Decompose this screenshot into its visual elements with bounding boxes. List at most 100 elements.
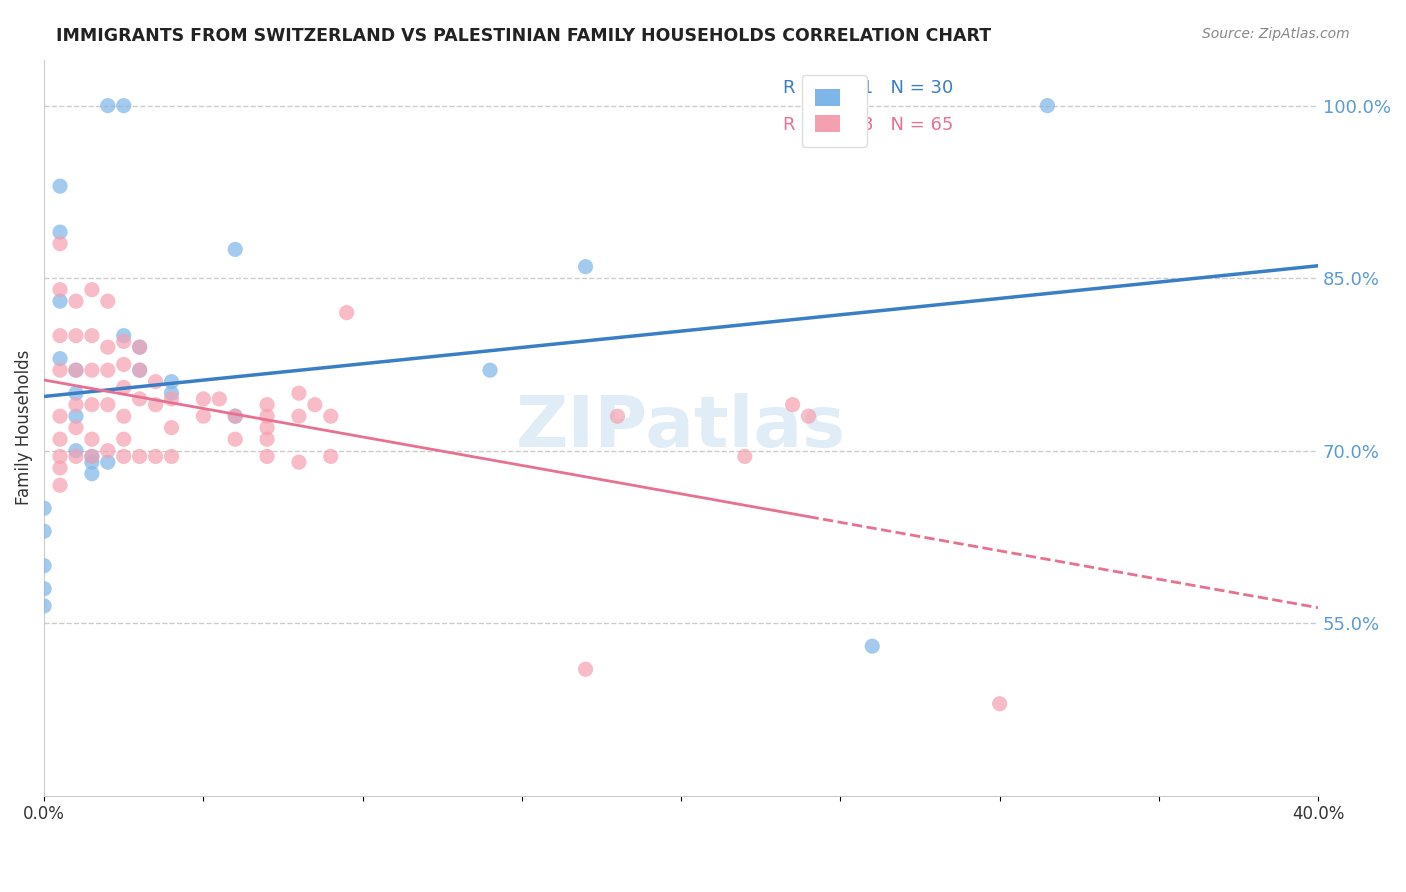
Point	[49, 363, 72, 377]
Point	[797, 409, 820, 424]
Point	[479, 363, 502, 377]
Point	[319, 409, 342, 424]
Point	[288, 409, 311, 424]
Point	[80, 455, 103, 469]
Point	[32, 558, 55, 573]
Point	[49, 283, 72, 297]
Text: Source: ZipAtlas.com: Source: ZipAtlas.com	[1202, 27, 1350, 41]
Point	[97, 294, 120, 309]
Point	[256, 450, 278, 464]
Point	[145, 375, 167, 389]
Point	[145, 450, 167, 464]
Point	[256, 409, 278, 424]
Point	[574, 662, 596, 676]
Point	[304, 398, 326, 412]
Point	[32, 501, 55, 516]
Point	[193, 392, 215, 406]
Point	[65, 363, 87, 377]
Point	[32, 599, 55, 613]
Text: IMMIGRANTS FROM SWITZERLAND VS PALESTINIAN FAMILY HOUSEHOLDS CORRELATION CHART: IMMIGRANTS FROM SWITZERLAND VS PALESTINI…	[56, 27, 991, 45]
Point	[336, 306, 359, 320]
Point	[145, 398, 167, 412]
Point	[49, 409, 72, 424]
Point	[49, 328, 72, 343]
Point	[782, 398, 804, 412]
Point	[49, 432, 72, 446]
Point	[49, 179, 72, 194]
Point	[224, 243, 246, 257]
Point	[80, 450, 103, 464]
Point	[160, 450, 183, 464]
Point	[65, 450, 87, 464]
Point	[128, 340, 150, 354]
Point	[97, 455, 120, 469]
Point	[256, 420, 278, 434]
Text: R = 0.361   N = 30: R = 0.361 N = 30	[783, 78, 953, 96]
Point	[80, 363, 103, 377]
Point	[1036, 98, 1059, 112]
Point	[112, 409, 135, 424]
Point	[80, 283, 103, 297]
Point	[224, 409, 246, 424]
Point	[49, 225, 72, 239]
Point	[128, 340, 150, 354]
Point	[32, 524, 55, 539]
Point	[65, 294, 87, 309]
Point	[224, 409, 246, 424]
Point	[49, 236, 72, 251]
Point	[97, 363, 120, 377]
Point	[224, 432, 246, 446]
Point	[65, 328, 87, 343]
Point	[112, 450, 135, 464]
Point	[160, 420, 183, 434]
Point	[49, 461, 72, 475]
Point	[80, 467, 103, 481]
Point	[65, 420, 87, 434]
Point	[80, 328, 103, 343]
Point	[97, 398, 120, 412]
Point	[128, 392, 150, 406]
Point	[988, 697, 1011, 711]
Point	[160, 386, 183, 401]
Point	[112, 98, 135, 112]
Point	[112, 432, 135, 446]
Point	[49, 351, 72, 366]
Point	[208, 392, 231, 406]
Point	[288, 455, 311, 469]
Text: R = 0.148   N = 65: R = 0.148 N = 65	[783, 116, 953, 134]
Point	[112, 380, 135, 394]
Point	[160, 375, 183, 389]
Point	[256, 398, 278, 412]
Legend: , : ,	[801, 75, 866, 146]
Point	[160, 392, 183, 406]
Point	[65, 363, 87, 377]
Point	[112, 334, 135, 349]
Point	[65, 409, 87, 424]
Point	[97, 98, 120, 112]
Text: ZIPatlas: ZIPatlas	[516, 393, 846, 462]
Point	[574, 260, 596, 274]
Point	[319, 450, 342, 464]
Point	[128, 450, 150, 464]
Point	[97, 443, 120, 458]
Point	[49, 294, 72, 309]
Point	[65, 386, 87, 401]
Point	[32, 582, 55, 596]
Point	[860, 639, 883, 653]
Point	[734, 450, 756, 464]
Point	[128, 363, 150, 377]
Point	[49, 450, 72, 464]
Point	[193, 409, 215, 424]
Point	[65, 443, 87, 458]
Point	[288, 386, 311, 401]
Point	[80, 398, 103, 412]
Point	[112, 358, 135, 372]
Point	[256, 432, 278, 446]
Point	[112, 328, 135, 343]
Point	[65, 398, 87, 412]
Point	[97, 340, 120, 354]
Y-axis label: Family Households: Family Households	[15, 350, 32, 506]
Point	[80, 432, 103, 446]
Point	[49, 478, 72, 492]
Point	[606, 409, 628, 424]
